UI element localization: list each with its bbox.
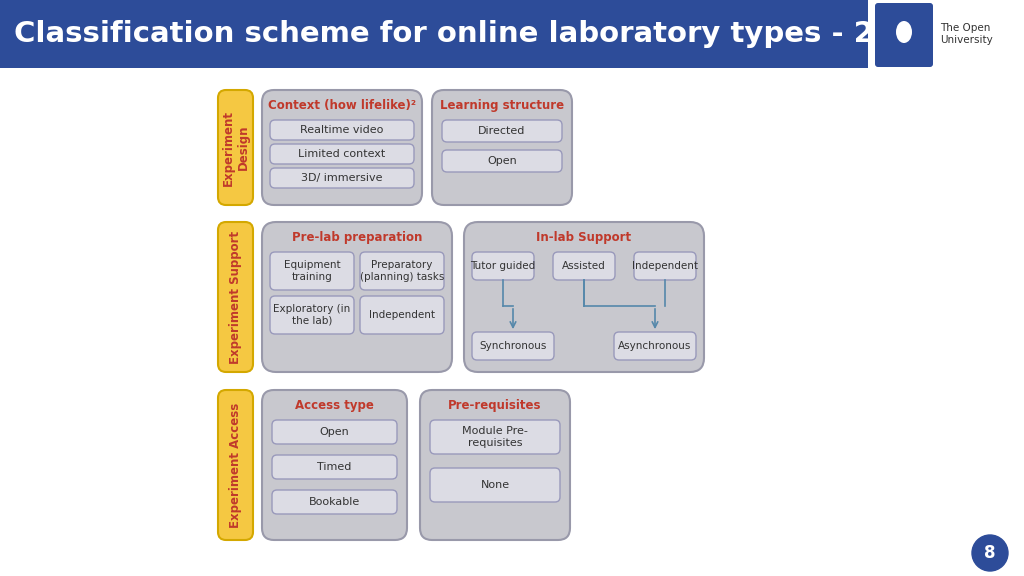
Text: Open: Open bbox=[319, 427, 349, 437]
FancyBboxPatch shape bbox=[262, 390, 407, 540]
Text: Tutor guided: Tutor guided bbox=[470, 261, 536, 271]
FancyBboxPatch shape bbox=[430, 420, 560, 454]
Text: Experiment Support: Experiment Support bbox=[229, 230, 242, 363]
FancyBboxPatch shape bbox=[270, 168, 414, 188]
Text: Access type: Access type bbox=[295, 399, 374, 411]
Text: 3D/ immersive: 3D/ immersive bbox=[301, 173, 383, 183]
Text: Assisted: Assisted bbox=[562, 261, 606, 271]
FancyBboxPatch shape bbox=[420, 390, 570, 540]
FancyBboxPatch shape bbox=[430, 468, 560, 502]
Text: In-lab Support: In-lab Support bbox=[537, 230, 632, 244]
Text: 8: 8 bbox=[984, 544, 995, 562]
Text: Learning structure: Learning structure bbox=[440, 100, 564, 112]
FancyBboxPatch shape bbox=[270, 296, 354, 334]
FancyBboxPatch shape bbox=[360, 252, 444, 290]
FancyBboxPatch shape bbox=[614, 332, 696, 360]
FancyBboxPatch shape bbox=[472, 332, 554, 360]
FancyBboxPatch shape bbox=[270, 144, 414, 164]
FancyBboxPatch shape bbox=[218, 222, 253, 372]
FancyBboxPatch shape bbox=[0, 0, 868, 68]
FancyBboxPatch shape bbox=[218, 390, 253, 540]
Text: Realtime video: Realtime video bbox=[300, 125, 384, 135]
FancyBboxPatch shape bbox=[262, 90, 422, 205]
Ellipse shape bbox=[896, 21, 912, 43]
FancyBboxPatch shape bbox=[270, 252, 354, 290]
FancyBboxPatch shape bbox=[272, 490, 397, 514]
Text: Pre-requisites: Pre-requisites bbox=[449, 399, 542, 411]
Text: Classification scheme for online laboratory types - 2: Classification scheme for online laborat… bbox=[14, 20, 873, 48]
FancyBboxPatch shape bbox=[272, 420, 397, 444]
Text: Directed: Directed bbox=[478, 126, 525, 136]
FancyBboxPatch shape bbox=[868, 0, 1024, 68]
Text: Experiment Access: Experiment Access bbox=[229, 403, 242, 528]
Text: Exploratory (in
the lab): Exploratory (in the lab) bbox=[273, 304, 350, 326]
Text: Pre-lab preparation: Pre-lab preparation bbox=[292, 230, 422, 244]
FancyBboxPatch shape bbox=[464, 222, 705, 372]
FancyBboxPatch shape bbox=[553, 252, 615, 280]
Text: Timed: Timed bbox=[317, 462, 351, 472]
FancyBboxPatch shape bbox=[360, 296, 444, 334]
Text: Asynchronous: Asynchronous bbox=[618, 341, 691, 351]
Text: Experiment
Design: Experiment Design bbox=[221, 109, 250, 185]
FancyBboxPatch shape bbox=[442, 150, 562, 172]
FancyBboxPatch shape bbox=[262, 222, 452, 372]
Text: Equipment
training: Equipment training bbox=[284, 260, 340, 282]
Text: Limited context: Limited context bbox=[298, 149, 386, 159]
Text: Context (how lifelike)²: Context (how lifelike)² bbox=[268, 100, 416, 112]
FancyBboxPatch shape bbox=[634, 252, 696, 280]
Text: Independent: Independent bbox=[369, 310, 435, 320]
Text: Preparatory
(planning) tasks: Preparatory (planning) tasks bbox=[359, 260, 444, 282]
FancyBboxPatch shape bbox=[432, 90, 572, 205]
Text: None: None bbox=[480, 480, 510, 490]
Text: Independent: Independent bbox=[632, 261, 698, 271]
Text: Module Pre-
requisites: Module Pre- requisites bbox=[462, 426, 528, 448]
Text: Open: Open bbox=[487, 156, 517, 166]
Text: The Open
University: The Open University bbox=[940, 23, 992, 45]
FancyBboxPatch shape bbox=[472, 252, 534, 280]
FancyBboxPatch shape bbox=[270, 120, 414, 140]
FancyBboxPatch shape bbox=[272, 455, 397, 479]
FancyBboxPatch shape bbox=[218, 90, 253, 205]
Text: Bookable: Bookable bbox=[309, 497, 360, 507]
Text: Synchronous: Synchronous bbox=[479, 341, 547, 351]
FancyBboxPatch shape bbox=[442, 120, 562, 142]
FancyBboxPatch shape bbox=[874, 3, 933, 67]
Circle shape bbox=[972, 535, 1008, 571]
